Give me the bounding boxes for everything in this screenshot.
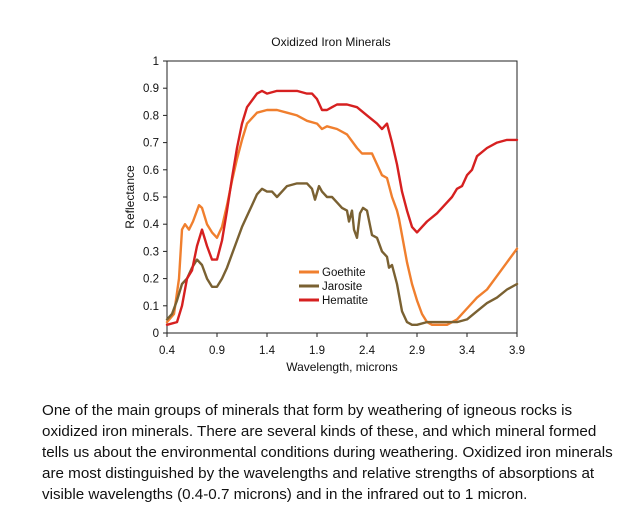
legend-label-jarosite: Jarosite <box>322 281 362 293</box>
x-tick-label: 2.9 <box>409 345 425 357</box>
x-tick-label: 0.9 <box>209 345 225 357</box>
y-tick-label: 1 <box>153 56 159 68</box>
y-tick-label: 0.6 <box>143 165 159 177</box>
reflectance-chart: Oxidized Iron Minerals 00.10.20.30.40.50… <box>123 35 525 374</box>
chart-title: Oxidized Iron Minerals <box>271 35 390 49</box>
x-tick-label: 2.4 <box>359 345 376 357</box>
series-line-hematite <box>165 89 519 326</box>
y-tick-label: 0.4 <box>143 219 160 231</box>
y-tick-label: 0.5 <box>143 192 159 204</box>
y-tick-label: 0.3 <box>143 246 159 258</box>
x-tick-label: 0.4 <box>159 345 176 357</box>
series-line-jarosite <box>165 182 519 326</box>
y-axis-label: Reflectance <box>123 165 137 229</box>
caption-text: One of the main groups of minerals that … <box>42 402 613 503</box>
legend: Goethite Jarosite Hematite <box>299 267 368 307</box>
x-tick-label: 1.4 <box>259 345 276 357</box>
series-lines <box>165 89 519 326</box>
y-tick-label: 0 <box>153 328 159 340</box>
legend-label-goethite: Goethite <box>322 267 365 279</box>
y-tick-label: 0.8 <box>143 110 159 122</box>
y-tick-label: 0.1 <box>143 301 159 313</box>
y-tick-label: 0.2 <box>143 274 159 286</box>
x-axis-label: Wavelength, microns <box>286 360 398 374</box>
y-axis-ticks: 0 0.1 0.2 0.3 0.4 0.5 0.6 0.7 0.8 0.9 1 <box>143 56 167 340</box>
x-tick-label: 3.4 <box>459 345 476 357</box>
legend-label-hematite: Hematite <box>322 295 368 307</box>
y-tick-label: 0.9 <box>143 83 159 95</box>
y-tick-label: 0.7 <box>143 138 159 150</box>
x-tick-label: 3.9 <box>509 345 525 357</box>
x-tick-label: 1.9 <box>309 345 325 357</box>
series-line-goethite <box>165 108 519 326</box>
x-axis-ticks: 0.4 0.9 1.4 1.9 2.4 2.9 3.4 3.9 <box>159 333 525 357</box>
